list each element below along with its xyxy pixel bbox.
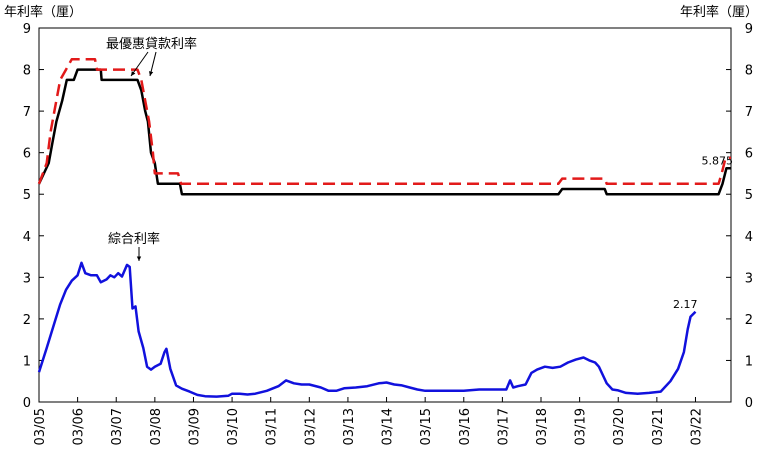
prime-annotation-arrow-left: [130, 51, 149, 77]
x-tick-label: 03/17: [496, 408, 511, 445]
series-layer: 5.875 2.17: [37, 57, 734, 398]
y-tick-label-right: 1: [745, 354, 753, 369]
y-tick-label-left: 0: [23, 396, 31, 411]
x-tick-label: 03/08: [149, 408, 164, 445]
x-tick-label: 03/15: [419, 408, 434, 445]
x-tick-label: 03/13: [342, 408, 357, 445]
y-tick-label-left: 5: [23, 188, 31, 203]
y-tick-label-left: 3: [23, 271, 31, 286]
y-tick-label-right: 7: [745, 105, 753, 120]
x-tick-label: 03/21: [651, 408, 666, 445]
y-tick-label-right: 8: [745, 64, 753, 79]
x-tick-label: 03/06: [72, 408, 87, 445]
x-tick-label: 03/10: [226, 408, 241, 445]
axes: 0 0 1 1 2 2 3 3 4 4 5 5 6 6 7 7 8 8 9 9 03/05 03/06 03/07 03/08…: [23, 22, 753, 445]
annotations: 最優惠貸款利率 綜合利率: [106, 36, 197, 261]
prime-annotation-arrow-left-head: [131, 71, 136, 76]
composite-rate-annotation: 綜合利率: [108, 231, 160, 247]
end-label-composite: 2.17: [673, 298, 698, 311]
prime-annotation-arrow-right-head: [148, 71, 154, 76]
prime-rate-annotation: 最優惠貸款利率: [106, 36, 197, 52]
x-tick-label: 03/20: [612, 408, 627, 445]
y-tick-label-left: 7: [23, 105, 31, 120]
y-tick-label-left: 2: [23, 313, 31, 328]
x-tick-label: 03/14: [381, 408, 396, 445]
series-line-composite: [37, 261, 697, 398]
composite-annotation-arrow-head: [136, 256, 142, 261]
end-label-prime_low: 5.875: [702, 154, 734, 167]
y-tick-label-left: 9: [23, 22, 31, 37]
x-tick-label: 03/18: [535, 408, 550, 445]
y-tick-label-right: 9: [745, 22, 753, 37]
x-tick-label: 03/11: [265, 408, 280, 445]
left-axis-unit-label: 年利率（厘）: [4, 4, 82, 20]
y-tick-label-right: 5: [745, 188, 753, 203]
y-tick-label-right: 6: [745, 147, 753, 162]
right-axis-unit-label: 年利率（厘）: [680, 4, 758, 20]
plot-frame: [38, 27, 732, 403]
x-tick-label: 03/19: [574, 408, 589, 445]
y-tick-label-left: 8: [23, 64, 31, 79]
y-tick-label-left: 1: [23, 354, 31, 369]
x-tick-label: 03/07: [110, 408, 125, 445]
y-tick-label-right: 3: [745, 271, 753, 286]
y-tick-label-right: 4: [745, 230, 753, 245]
series-line-prime_high: [37, 57, 731, 186]
x-tick-label: 03/05: [33, 408, 48, 445]
x-tick-label: 03/16: [458, 408, 473, 445]
y-tick-label-right: 0: [745, 396, 753, 411]
x-tick-label: 03/22: [689, 408, 704, 445]
x-tick-label: 03/12: [303, 408, 318, 445]
y-tick-label-right: 2: [745, 313, 753, 328]
x-tick-label: 03/09: [187, 408, 202, 445]
y-tick-label-left: 6: [23, 147, 31, 162]
y-tick-label-left: 4: [23, 230, 31, 245]
